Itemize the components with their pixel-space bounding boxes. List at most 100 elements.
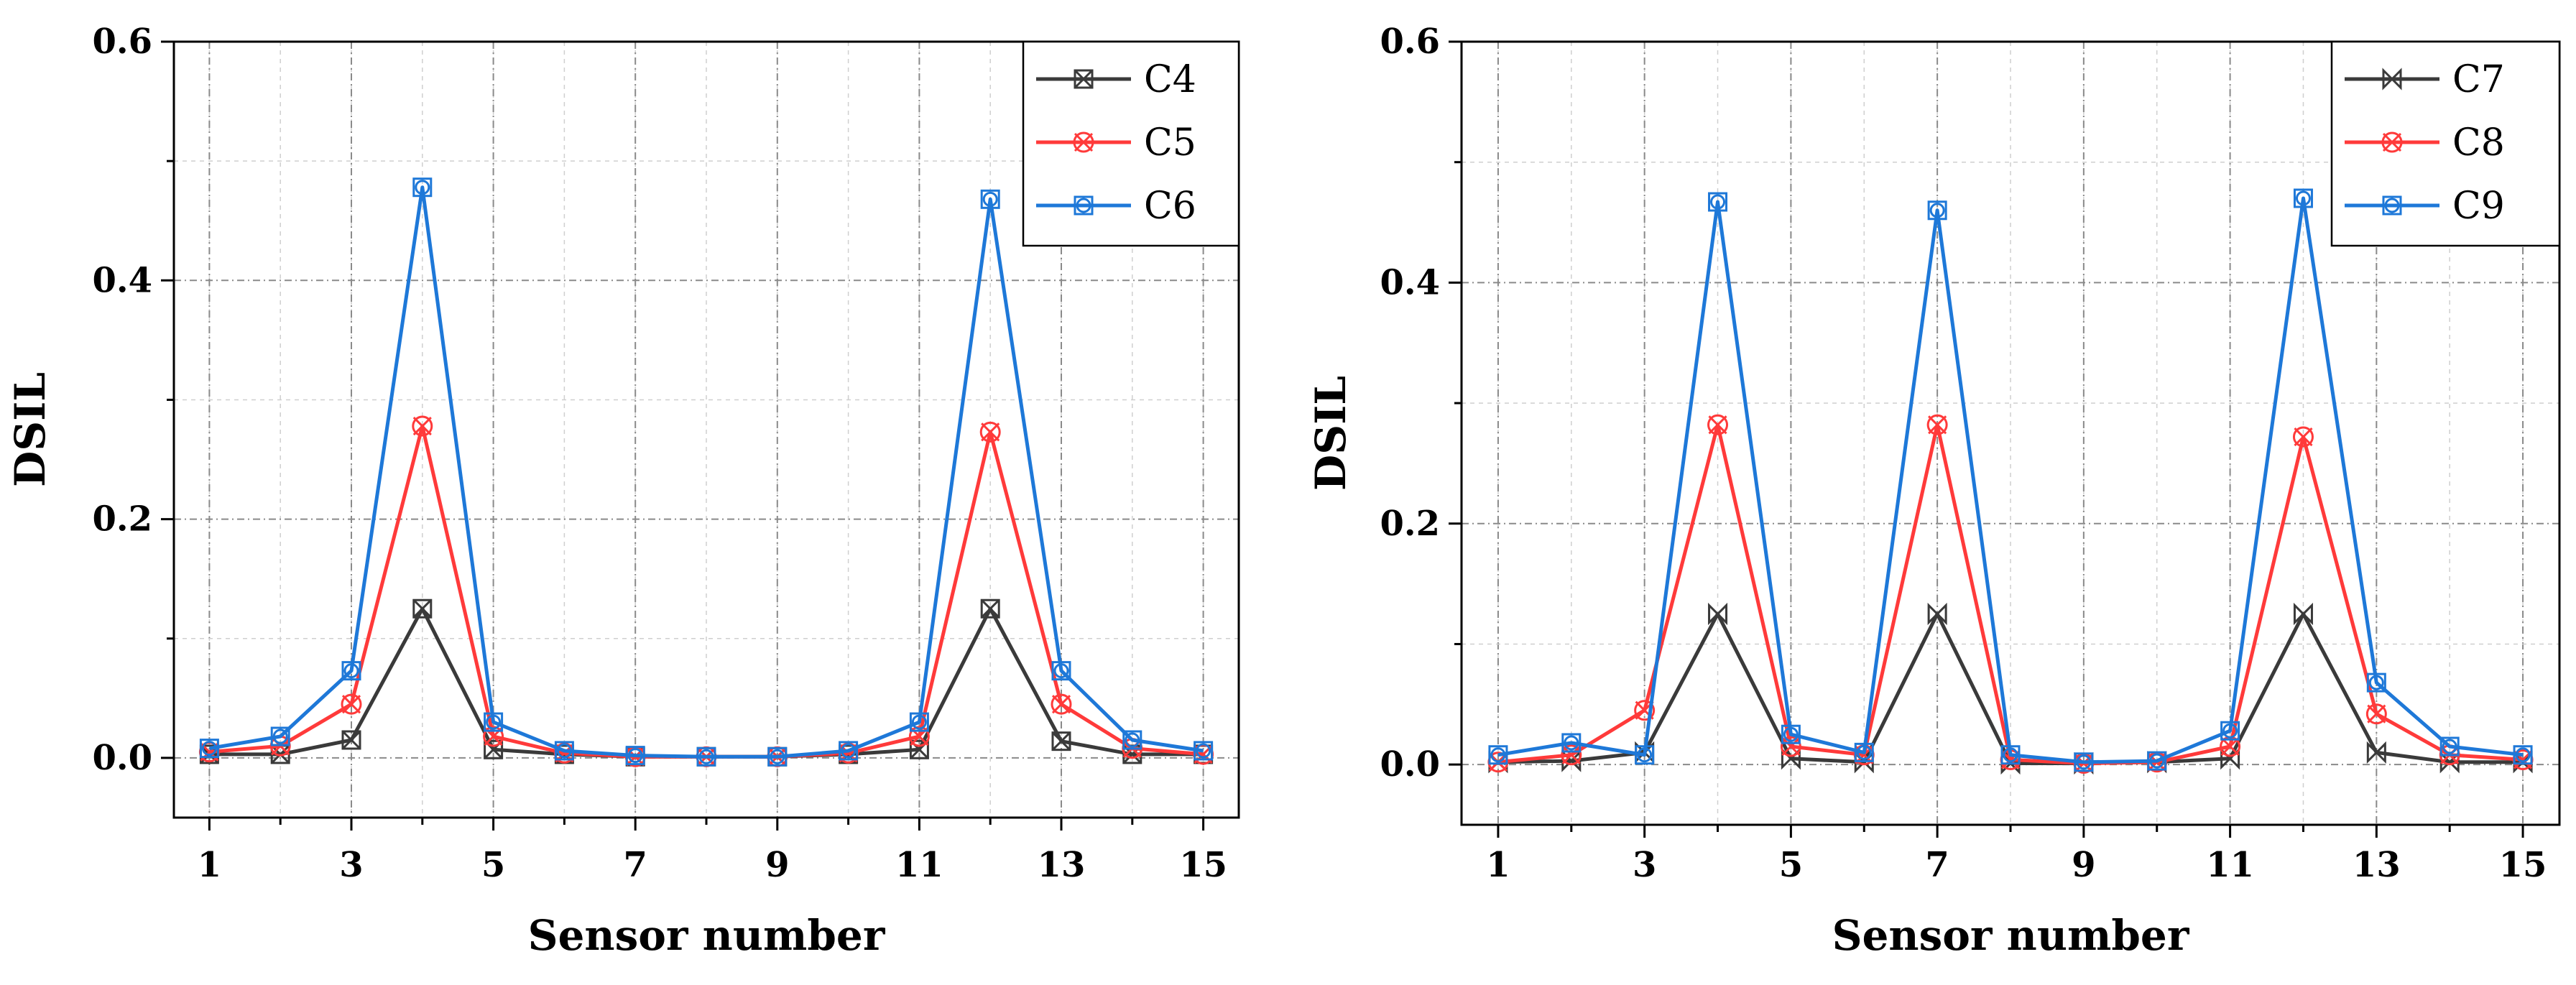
data-point (2147, 751, 2167, 771)
data-point (1926, 414, 1948, 435)
x-tick-label: 11 (2206, 845, 2254, 885)
data-point (341, 730, 361, 750)
y-tick-label: 0.6 (1380, 22, 1440, 62)
legend-item: C4 (1036, 58, 1196, 101)
data-point (1708, 602, 1728, 626)
data-point (980, 598, 1000, 619)
x-tick-label: 9 (2072, 845, 2095, 885)
data-point (1708, 192, 1728, 212)
x-axis: 1 3 5 7 9 11 13 15 (198, 818, 1227, 885)
series-C6 (199, 177, 1214, 767)
data-point (412, 598, 433, 619)
legend-marker (2382, 195, 2402, 216)
x-tick-label: 11 (895, 845, 943, 885)
data-point (1488, 745, 1508, 765)
x-tick-label: 3 (339, 845, 363, 885)
x-tick-label: 5 (481, 845, 505, 885)
data-point (2513, 745, 2533, 765)
legend: C4 C5 C6 (1022, 40, 1240, 247)
data-point (1780, 736, 1801, 757)
legend-marker (1074, 195, 1094, 216)
data-point (341, 693, 362, 715)
data-point (412, 415, 433, 437)
data-point (1781, 724, 1801, 744)
x-axis-label: Sensor number (1832, 911, 2190, 960)
legend-label: C5 (1144, 121, 1196, 165)
x-tick-label: 7 (623, 845, 647, 885)
data-point (1051, 693, 1072, 715)
data-point (767, 746, 788, 767)
data-point (1854, 742, 1874, 762)
legend-label: C7 (2452, 58, 2505, 101)
x-tick-label: 15 (2499, 845, 2547, 885)
legend-marker (1073, 131, 1094, 153)
data-point (1194, 741, 1214, 761)
legend-marker (1074, 69, 1094, 89)
data-point (2292, 426, 2314, 448)
data-point (2365, 703, 2387, 725)
legend-marker (2382, 68, 2402, 91)
legend-item: C6 (1036, 185, 1196, 228)
y-tick-label: 0.6 (92, 22, 152, 62)
y-axis: 0.0 0.2 0.4 0.6 (92, 22, 174, 778)
data-point (2439, 736, 2460, 757)
data-point (2000, 745, 2021, 765)
data-point (484, 712, 504, 732)
legend-label: C4 (1144, 58, 1196, 101)
legend-item: C7 (2345, 58, 2505, 101)
y-axis-label: DSIL (1306, 376, 1355, 491)
data-point (2293, 188, 2313, 208)
x-tick-label: 1 (198, 845, 221, 885)
y-tick-label: 0.2 (1380, 504, 1440, 544)
data-point (1635, 745, 1655, 765)
y-tick-label: 0.4 (1380, 262, 1440, 302)
data-point (2074, 752, 2094, 772)
data-point (980, 189, 1000, 209)
data-point (1561, 744, 1582, 766)
data-point (270, 726, 290, 746)
data-point (839, 741, 859, 761)
x-tick-label: 13 (1038, 845, 1086, 885)
data-point (1051, 661, 1071, 681)
legend-item: C8 (2345, 121, 2505, 165)
data-point (2366, 672, 2386, 693)
data-point (2220, 721, 2240, 741)
legend-marker (2381, 131, 2403, 153)
y-tick-label: 0.4 (92, 260, 152, 300)
x-tick-label: 15 (1179, 845, 1227, 885)
y-tick-label: 0.0 (1380, 744, 1440, 785)
data-point (412, 177, 433, 198)
legend-label: C9 (2452, 185, 2505, 228)
y-tick-label: 0.0 (92, 738, 152, 778)
data-point (1051, 731, 1071, 752)
x-tick-label: 7 (1925, 845, 1949, 885)
data-point (1927, 200, 1947, 221)
data-point (554, 741, 574, 761)
data-point (2366, 741, 2386, 764)
legend-item: C5 (1036, 121, 1196, 165)
legend-label: C8 (2452, 121, 2505, 165)
data-point (1927, 602, 1947, 626)
data-point (199, 739, 219, 759)
series-line (1497, 196, 2524, 764)
legend-item: C9 (2345, 185, 2505, 228)
x-axis: 1 3 5 7 9 11 13 15 (1486, 825, 2547, 885)
data-point (696, 746, 716, 767)
series-C9 (1488, 188, 2533, 772)
data-point (341, 661, 361, 681)
data-point (1561, 733, 1582, 753)
data-point (1122, 730, 1142, 750)
x-tick-label: 5 (1779, 845, 1803, 885)
x-tick-label: 1 (1486, 845, 1510, 885)
y-axis-label: DSIL (6, 372, 55, 487)
data-point (625, 746, 645, 766)
series-line (208, 185, 1204, 759)
x-tick-label: 13 (2353, 845, 2401, 885)
y-axis: 0.0 0.2 0.4 0.6 (1380, 22, 1462, 785)
y-tick-label: 0.2 (92, 499, 152, 540)
legend: C7 C8 C9 (2330, 40, 2561, 247)
